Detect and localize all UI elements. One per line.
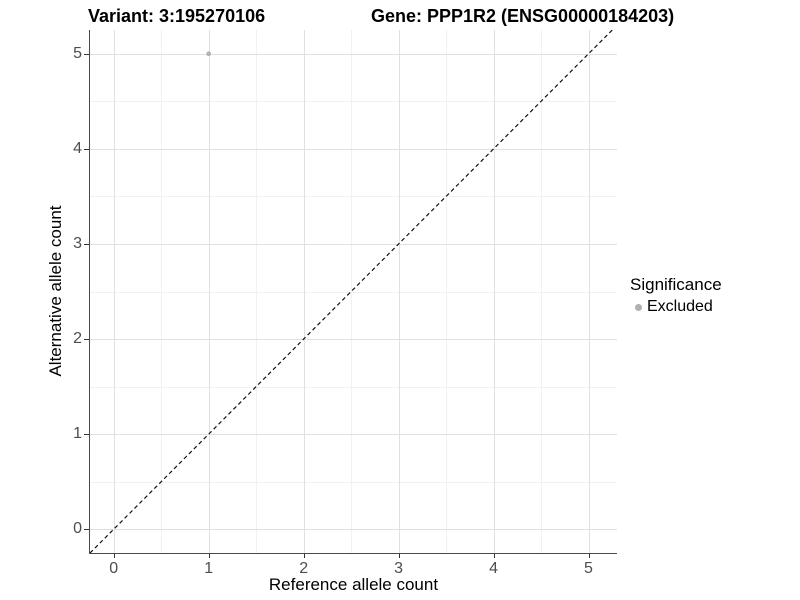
y-tick-mark (84, 243, 89, 245)
gridline-major-h (90, 434, 617, 436)
x-tick-mark (588, 554, 590, 558)
gridline-major-v (588, 30, 590, 553)
legend-item-excluded: Excluded (630, 297, 780, 317)
gridline-major-h (90, 243, 617, 245)
legend-title: Significance (630, 275, 722, 294)
gridline-minor-h (90, 196, 617, 198)
y-tick-label: 2 (73, 330, 82, 348)
x-tick-mark (493, 554, 495, 558)
gridline-major-v (303, 30, 305, 553)
y-tick-mark (84, 529, 89, 531)
y-tick-label: 4 (73, 139, 82, 157)
y-tick-mark (84, 53, 89, 55)
x-tick-label: 3 (394, 560, 404, 577)
x-tick-mark (398, 554, 400, 558)
legend-item-label: Excluded (647, 298, 713, 315)
y-tick-label: 5 (73, 44, 82, 62)
x-tick-label: 2 (299, 560, 309, 577)
x-axis-title: Reference allele count (268, 575, 439, 594)
legend: Significance Excluded (630, 275, 780, 317)
x-tick-mark (208, 554, 210, 558)
gridline-major-v (398, 30, 400, 553)
y-tick-label: 3 (73, 234, 82, 252)
x-tick-label: 5 (584, 560, 593, 577)
y-axis-title: Alternative allele count (46, 205, 65, 377)
plot-title-variant: Variant: 3:195270106 (88, 6, 266, 26)
gridline-major-h (90, 148, 617, 150)
gridline-major-h (90, 53, 617, 55)
plot-panel (89, 30, 617, 554)
y-tick-label: 0 (73, 520, 82, 538)
gridline-minor-h (90, 291, 617, 293)
x-tick-label: 0 (109, 560, 119, 577)
y-tick-mark (84, 339, 89, 341)
plot-layer (90, 30, 614, 553)
gridline-major-v (113, 30, 115, 553)
x-tick-mark (303, 554, 305, 558)
gridline-major-h (90, 529, 617, 531)
y-tick-mark (84, 434, 89, 436)
gridline-major-h (90, 339, 617, 341)
x-tick-mark (113, 554, 115, 558)
legend-key-dot-icon (635, 303, 642, 311)
y-tick-mark (84, 148, 89, 150)
gridline-minor-h (90, 101, 617, 103)
gridline-major-v (208, 30, 210, 553)
gridline-minor-h (90, 481, 617, 483)
gridline-major-v (493, 30, 495, 553)
gridline-minor-h (90, 386, 617, 388)
x-tick-label: 1 (204, 560, 214, 577)
plot-title-gene: Gene: PPP1R2 (ENSG00000184203) (371, 6, 675, 26)
y-tick-label: 1 (73, 425, 82, 443)
data-point-excluded (206, 51, 212, 57)
x-tick-label: 4 (489, 560, 498, 577)
identity-line (90, 30, 614, 553)
